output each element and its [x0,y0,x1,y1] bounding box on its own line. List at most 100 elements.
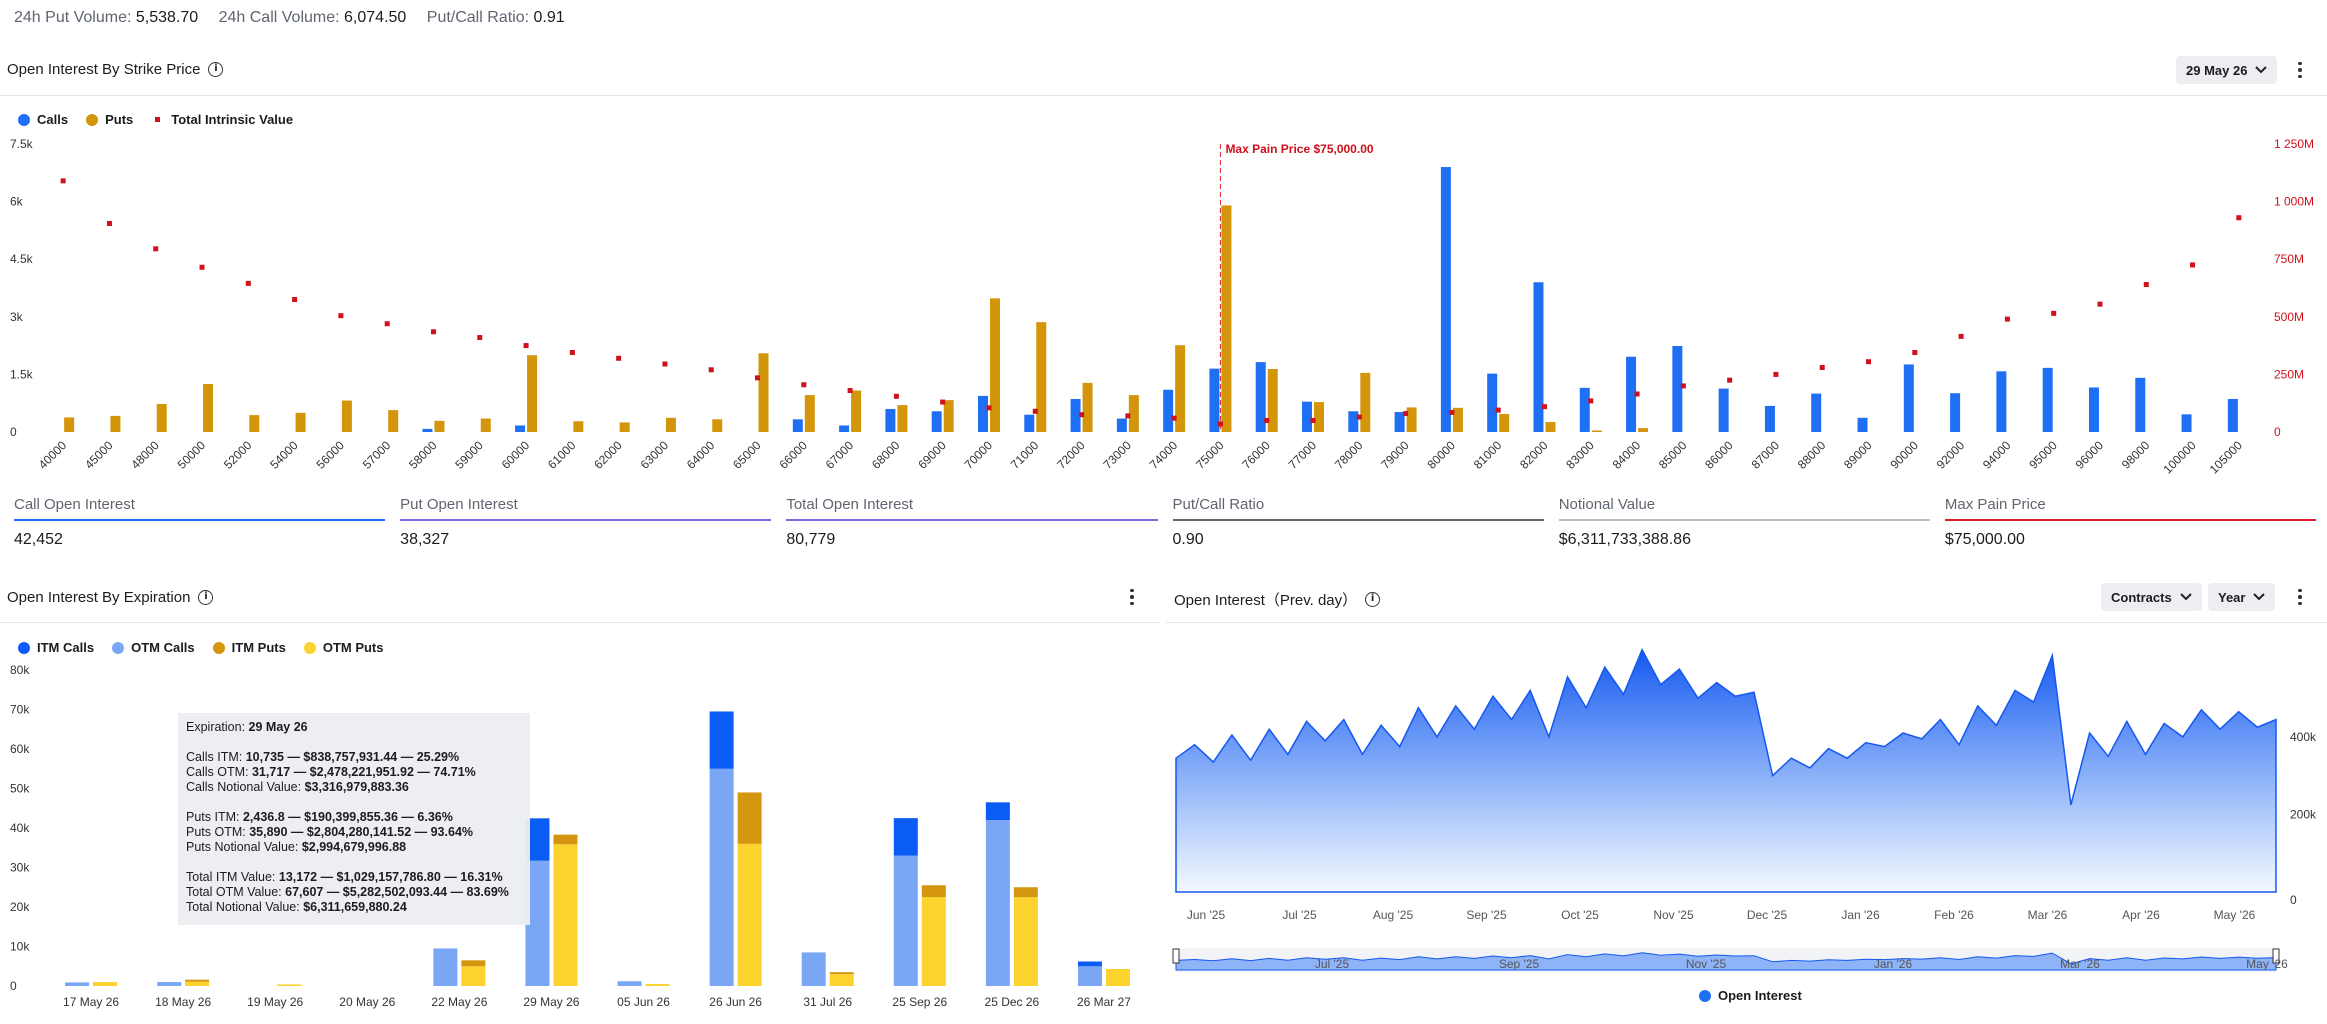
puts-bar [1221,205,1232,432]
puts-bar [619,422,630,432]
puts-bar [249,415,260,432]
otm-calls-dot-icon [112,641,125,654]
x-tick-label: 96000 [2073,438,2107,472]
legend-itm-puts[interactable]: ITM Puts [212,640,286,655]
intrinsic-point [708,367,714,373]
intrinsic-point [2236,215,2242,221]
info-icon[interactable]: i [1365,592,1381,607]
put-call-ratio-label: Put/Call Ratio: [426,9,530,26]
x-tick-label: 67000 [823,438,857,472]
x-tick-label: 72000 [1054,438,1088,472]
calls-bar [1302,401,1313,432]
puts-bar [341,400,352,432]
unit-select[interactable]: Contracts [2101,583,2202,611]
range-select-label: Year [2218,589,2246,605]
intrinsic-point [292,297,298,303]
x-tick-label: Jul '25 [1282,908,1317,922]
legend-otm-calls[interactable]: OTM Calls [112,640,195,655]
x-tick-label: Mar '26 [2028,908,2068,922]
x-tick-label: 105000 [2207,438,2245,476]
expiration-panel-title-text: Open Interest By Expiration [7,589,191,606]
tooltip-total-otm-label: Total OTM Value: [186,885,282,899]
y-tick-label: 1.5k [10,367,34,381]
x-tick-label: 59000 [452,438,486,472]
puts-bar [1545,422,1556,432]
y-tick-label: 80k [10,663,30,677]
y2-tick-label: 250M [2274,367,2304,381]
otm-puts-bar [185,981,210,986]
intrinsic-point [153,246,159,252]
puts-bar [989,298,1000,432]
legend-intrinsic[interactable]: Total Intrinsic Value [151,112,293,127]
intrinsic-point [2190,262,2196,268]
x-tick-label: 29 May 26 [523,995,579,1009]
puts-bar [851,390,862,432]
x-tick-label: Sep '25 [1466,908,1507,922]
calls-bar [1950,393,1961,432]
puts-bar [943,400,954,432]
x-tick-label: May '26 [2214,908,2256,922]
calls-bar [977,395,988,432]
intrinsic-point [1773,371,1779,377]
x-tick-label: 90000 [1887,438,1921,472]
legend-puts[interactable]: Puts [86,112,133,127]
more-vertical-icon[interactable] [1124,585,1140,609]
calls-bar [1440,167,1451,432]
tooltip-calls-itm-label: Calls ITM: [186,750,243,764]
info-icon[interactable]: i [198,590,214,605]
x-tick-label: 92000 [1934,438,1968,472]
puts-bar [1314,402,1325,432]
y-tick-label: 400k [2290,730,2317,744]
otm-calls-bar [893,855,918,986]
x-tick-label: 88000 [1795,438,1829,472]
calls-bar [839,425,850,432]
x-tick-label: 98000 [2119,438,2153,472]
expiry-date-select[interactable]: 29 May 26 [2176,56,2278,84]
intrinsic-point [616,355,622,361]
itm-puts-bar [921,885,946,898]
metric-call-oi: Call Open Interest 42,452 [14,496,386,549]
put-call-ratio-value: 0.91 [533,9,565,26]
x-tick-label: 05 Jun 26 [617,995,670,1009]
calls-bar [1255,362,1266,432]
prev-day-legend[interactable]: Open Interest [1699,988,1802,1003]
legend-itm-calls[interactable]: ITM Calls [18,640,94,655]
x-tick-label: 58000 [406,438,440,472]
x-tick-label: 86000 [1702,438,1736,472]
legend-itm-calls-label: ITM Calls [37,640,95,655]
legend-otm-puts[interactable]: OTM Puts [303,640,384,655]
calls-dot-icon [18,113,30,126]
y2-tick-label: 1 250M [2274,137,2314,151]
range-select[interactable]: Year [2208,583,2276,611]
intrinsic-point [847,388,853,394]
calls-bar [1533,282,1544,432]
x-tick-label: 75000 [1193,438,1227,472]
x-tick-label: 66000 [776,438,810,472]
calls-bar [2088,387,2099,432]
intrinsic-point [1819,364,1825,370]
legend-calls[interactable]: Calls [18,112,68,127]
more-vertical-icon[interactable] [2292,585,2308,609]
intrinsic-point [1866,359,1872,365]
tooltip-puts-itm-value: 2,436.8 — $190,399,855.36 — 6.36% [242,810,453,824]
calls-bar [1070,398,1081,432]
y-tick-label: 0 [10,425,17,439]
prev-day-chart: 0 200k 400k Jun '25 Jul '25 Aug '25 Sep '25 Oct… [1172,647,2317,972]
expiration-legend: ITM Calls OTM Calls ITM Puts OTM Puts [18,640,384,655]
x-tick-label: 83000 [1563,438,1597,472]
x-tick-label: Apr '26 [2122,908,2160,922]
tooltip-calls-notional-label: Calls Notional Value: [186,780,302,794]
x-tick-label: 26 Mar 27 [1077,995,1131,1009]
more-vertical-icon[interactable] [2292,58,2308,82]
x-tick-label: Oct '25 [1561,908,1599,922]
puts-bar [712,419,723,432]
info-icon[interactable]: i [208,62,224,77]
x-tick-label: 63000 [638,438,672,472]
itm-calls-bar [709,711,734,769]
metric-total-oi: Total Open Interest 80,779 [786,496,1158,549]
prev-day-panel-title-text: Open Interest（Prev. day） [1174,592,1358,609]
itm-calls-bar [1077,961,1102,967]
intrinsic-point [199,264,205,270]
navigator-tick-label: Mar '26 [2060,957,2100,971]
expiration-chart: 0 10k 20k 30k 40k 50k 60k 70k 80k 17 May 26 18 May… [10,663,1131,1009]
